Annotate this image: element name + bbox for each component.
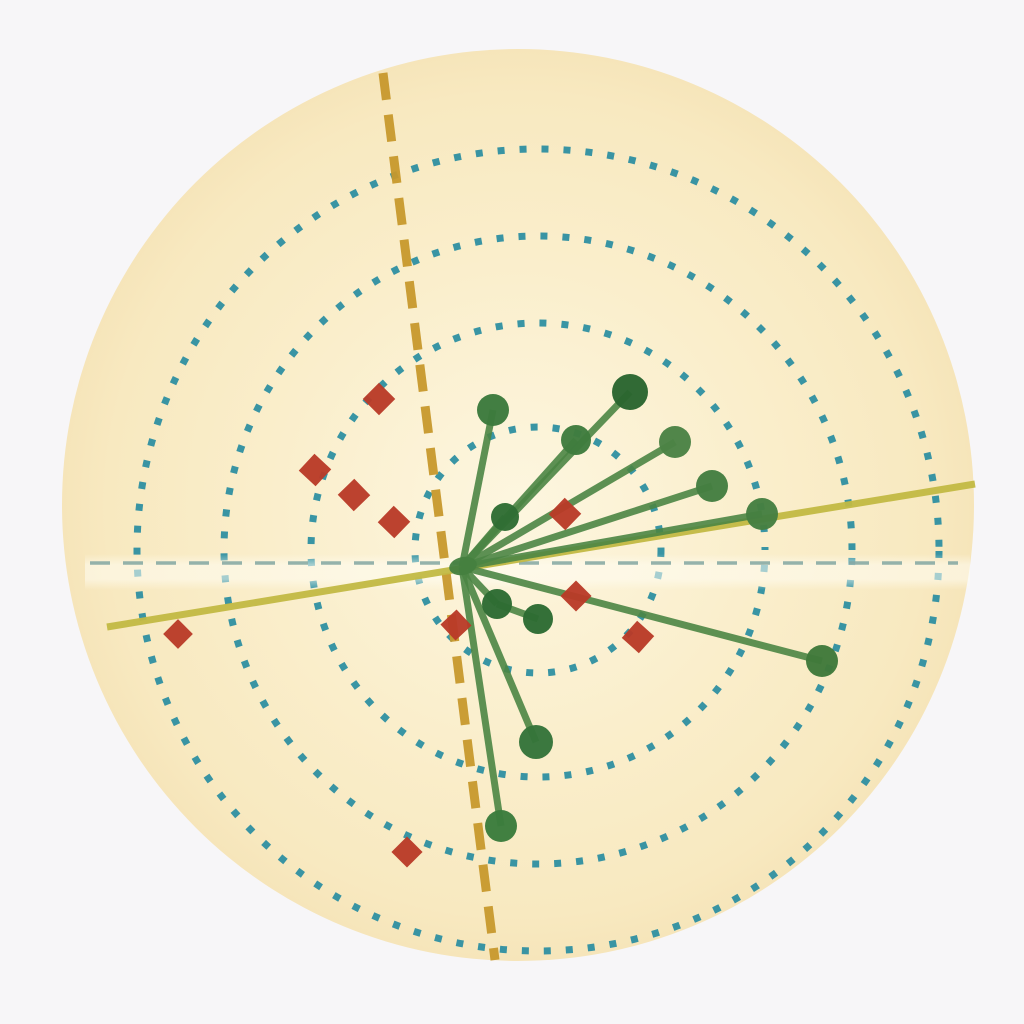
grid-ring-2 xyxy=(307,319,769,781)
red-diamond-5 xyxy=(163,619,193,649)
red-diamond-4 xyxy=(377,505,411,539)
green-line-10 xyxy=(458,565,540,744)
red-diamond-1 xyxy=(362,382,396,416)
green-line-5 xyxy=(460,482,714,571)
red-diamond-2 xyxy=(298,453,332,487)
red-diamond-3 xyxy=(337,478,371,512)
grid-ring-1 xyxy=(411,423,665,677)
burst-hub xyxy=(449,556,477,576)
green-dot-5 xyxy=(696,470,728,502)
red-diamond-6 xyxy=(440,609,472,641)
dashed-diagonal-axis xyxy=(378,72,500,961)
green-line-11 xyxy=(458,566,505,827)
green-dot-6 xyxy=(746,498,778,530)
green-dot-10 xyxy=(519,725,553,759)
green-dot-4 xyxy=(659,426,691,458)
green-dot-1 xyxy=(477,394,509,426)
green-dot-8 xyxy=(482,589,512,619)
red-diamond-9 xyxy=(621,620,655,654)
green-dot-12 xyxy=(806,645,838,677)
red-diamond-7 xyxy=(548,497,582,531)
green-line-12 xyxy=(461,563,823,665)
grid-ring-3 xyxy=(220,232,856,868)
green-dot-2 xyxy=(561,425,591,455)
green-dot-3 xyxy=(612,374,648,410)
green-dot-11 xyxy=(485,810,517,842)
green-line-6 xyxy=(461,510,763,571)
red-diamond-10 xyxy=(391,836,423,868)
green-dot-7 xyxy=(491,503,519,531)
green-line-1 xyxy=(458,409,497,568)
grid-ring-4 xyxy=(133,145,943,955)
green-dot-9 xyxy=(523,604,553,634)
